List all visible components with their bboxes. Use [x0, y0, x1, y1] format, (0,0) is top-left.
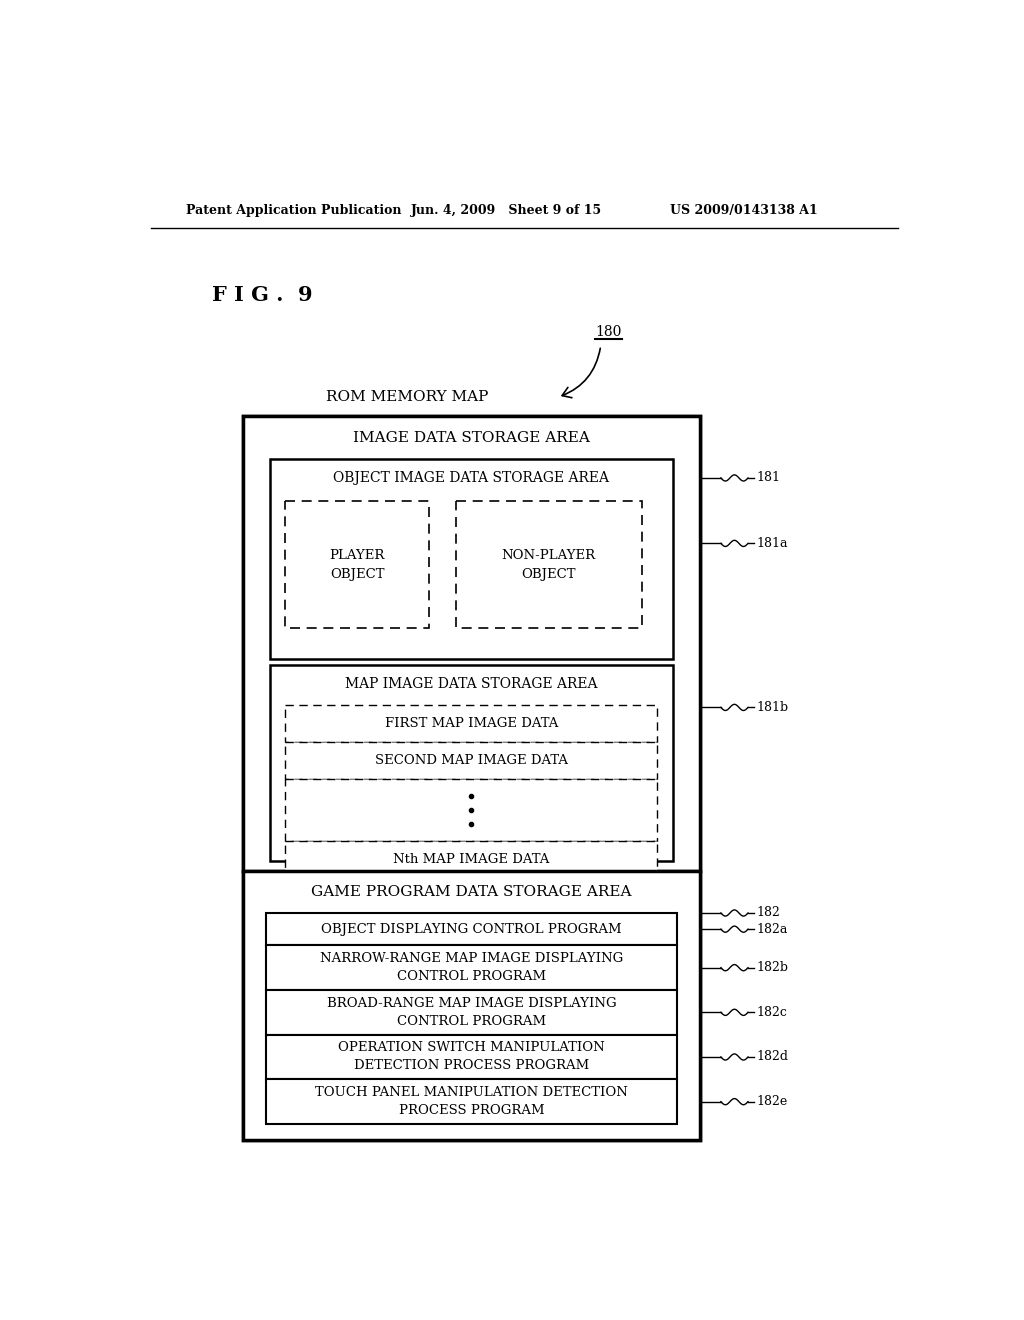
Text: OPERATION SWITCH MANIPULATION
DETECTION PROCESS PROGRAM: OPERATION SWITCH MANIPULATION DETECTION … — [338, 1041, 605, 1072]
Bar — [243, 416, 700, 1140]
Text: 182: 182 — [757, 907, 780, 920]
Text: F I G .  9: F I G . 9 — [212, 285, 312, 305]
Bar — [270, 459, 673, 659]
Bar — [266, 913, 677, 945]
Text: GAME PROGRAM DATA STORAGE AREA: GAME PROGRAM DATA STORAGE AREA — [311, 886, 632, 899]
Text: OBJECT DISPLAYING CONTROL PROGRAM: OBJECT DISPLAYING CONTROL PROGRAM — [321, 923, 622, 936]
Text: BROAD-RANGE MAP IMAGE DISPLAYING
CONTROL PROGRAM: BROAD-RANGE MAP IMAGE DISPLAYING CONTROL… — [327, 997, 616, 1028]
Text: IMAGE DATA STORAGE AREA: IMAGE DATA STORAGE AREA — [353, 430, 590, 445]
Bar — [270, 665, 673, 862]
Text: NARROW-RANGE MAP IMAGE DISPLAYING
CONTROL PROGRAM: NARROW-RANGE MAP IMAGE DISPLAYING CONTRO… — [319, 952, 623, 983]
Text: 181b: 181b — [757, 701, 788, 714]
Text: 180: 180 — [595, 325, 622, 339]
Bar — [266, 990, 677, 1035]
Text: FIRST MAP IMAGE DATA: FIRST MAP IMAGE DATA — [385, 717, 558, 730]
Text: Jun. 4, 2009   Sheet 9 of 15: Jun. 4, 2009 Sheet 9 of 15 — [411, 205, 602, 218]
FancyArrowPatch shape — [562, 348, 600, 397]
Text: US 2009/0143138 A1: US 2009/0143138 A1 — [671, 205, 818, 218]
Text: 182a: 182a — [757, 923, 787, 936]
Text: 182b: 182b — [757, 961, 788, 974]
Bar — [286, 502, 429, 628]
Text: OBJECT IMAGE DATA STORAGE AREA: OBJECT IMAGE DATA STORAGE AREA — [334, 471, 609, 484]
Bar — [266, 945, 677, 990]
Text: NON-PLAYER
OBJECT: NON-PLAYER OBJECT — [502, 549, 596, 581]
Text: 182d: 182d — [757, 1051, 788, 1064]
Text: 181: 181 — [757, 471, 780, 484]
Bar — [456, 502, 642, 628]
Text: Nth MAP IMAGE DATA: Nth MAP IMAGE DATA — [393, 853, 550, 866]
Bar — [286, 742, 657, 779]
Bar — [243, 871, 700, 1140]
Text: 181a: 181a — [757, 537, 788, 550]
Text: Patent Application Publication: Patent Application Publication — [186, 205, 401, 218]
Bar — [266, 1080, 677, 1123]
Text: TOUCH PANEL MANIPULATION DETECTION
PROCESS PROGRAM: TOUCH PANEL MANIPULATION DETECTION PROCE… — [315, 1086, 628, 1117]
Bar — [286, 779, 657, 841]
Bar — [266, 1035, 677, 1080]
Text: PLAYER
OBJECT: PLAYER OBJECT — [330, 549, 385, 581]
Text: 182e: 182e — [757, 1096, 787, 1109]
Text: 182c: 182c — [757, 1006, 787, 1019]
Bar — [243, 416, 700, 871]
Text: SECOND MAP IMAGE DATA: SECOND MAP IMAGE DATA — [375, 754, 568, 767]
Text: ROM MEMORY MAP: ROM MEMORY MAP — [326, 391, 488, 404]
Bar — [286, 705, 657, 742]
Bar — [286, 841, 657, 878]
Text: MAP IMAGE DATA STORAGE AREA: MAP IMAGE DATA STORAGE AREA — [345, 677, 598, 692]
